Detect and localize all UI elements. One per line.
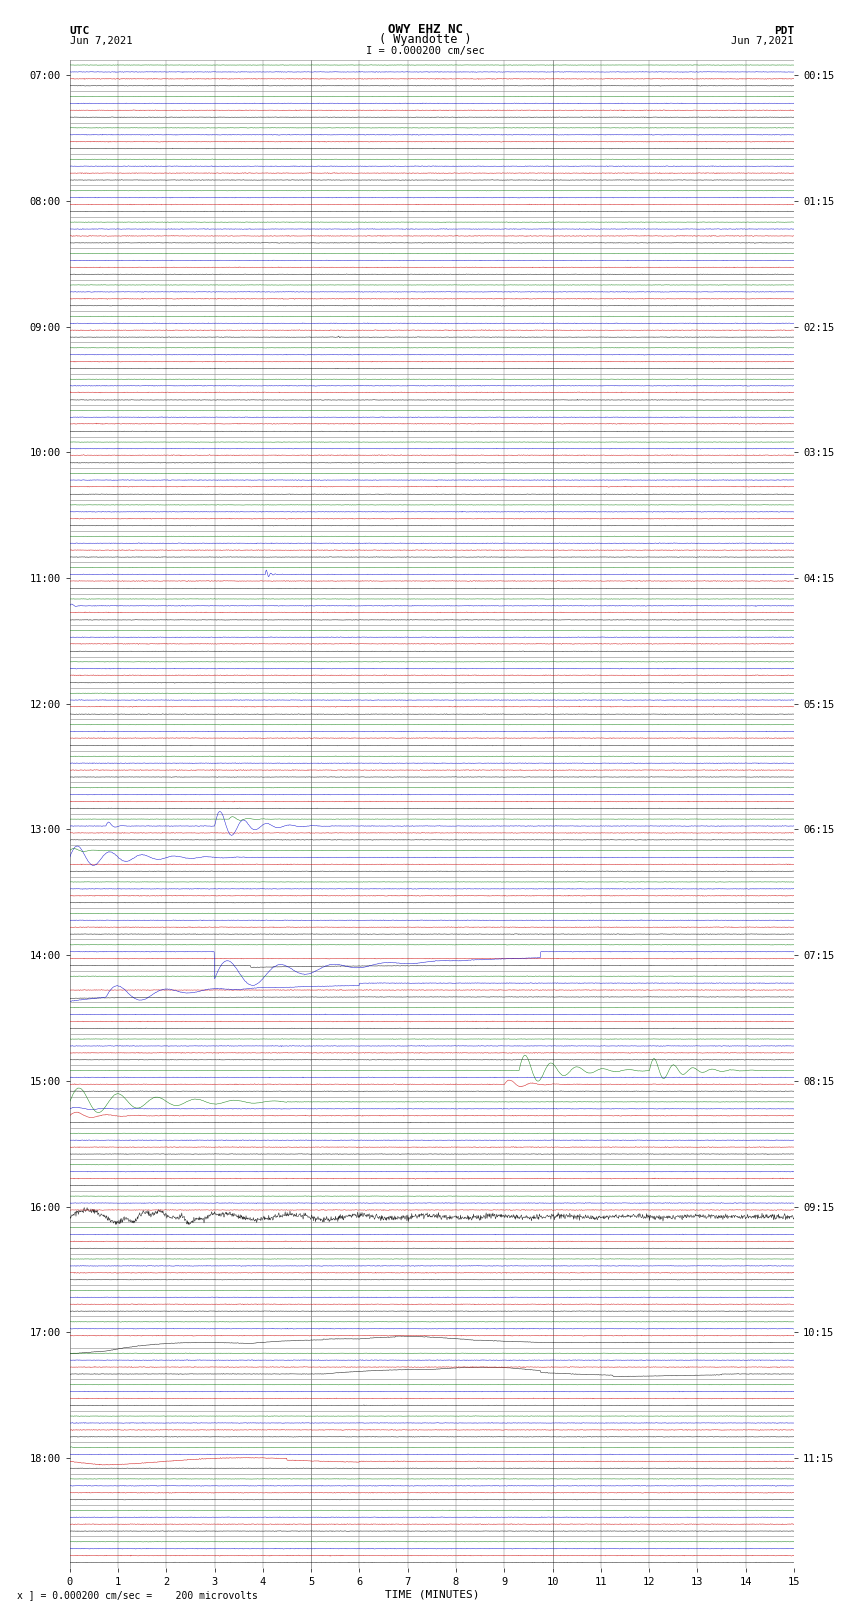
Text: Jun 7,2021: Jun 7,2021 [70, 35, 133, 45]
Text: ( Wyandotte ): ( Wyandotte ) [379, 32, 471, 45]
Text: I = 0.000200 cm/sec: I = 0.000200 cm/sec [366, 45, 484, 56]
Text: PDT: PDT [774, 26, 794, 37]
Text: OWY EHZ NC: OWY EHZ NC [388, 23, 462, 37]
Text: x ] = 0.000200 cm/sec =    200 microvolts: x ] = 0.000200 cm/sec = 200 microvolts [17, 1590, 258, 1600]
Text: UTC: UTC [70, 26, 90, 37]
X-axis label: TIME (MINUTES): TIME (MINUTES) [384, 1590, 479, 1600]
Text: Jun 7,2021: Jun 7,2021 [731, 35, 794, 45]
